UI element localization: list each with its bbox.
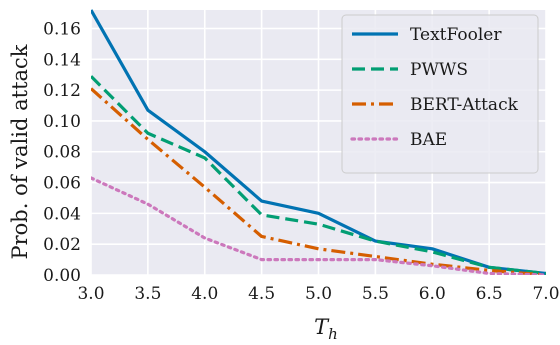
series-layer bbox=[91, 9, 546, 275]
x-axis-label-main: T bbox=[314, 315, 330, 339]
y-tick-label: 0.02 bbox=[43, 235, 81, 255]
legend-label-textfooler: TextFooler bbox=[410, 25, 502, 45]
x-axis-ticks: 3.0 3.5 4.0 4.5 5.0 5.5 6.0 6.5 7.0 bbox=[77, 284, 559, 304]
x-tick-label: 5.5 bbox=[362, 284, 389, 304]
series-line-bert-attack bbox=[91, 87, 546, 275]
legend-box bbox=[341, 14, 539, 174]
legend: TextFooler PWWS BERT-Attack BAE bbox=[341, 14, 539, 174]
series-line-pwws bbox=[91, 75, 546, 275]
legend-label-pwws: PWWS bbox=[410, 60, 468, 80]
y-tick-label: 0.04 bbox=[43, 204, 81, 224]
x-tick-label: 3.0 bbox=[77, 284, 104, 304]
y-tick-label: 0.10 bbox=[43, 112, 81, 132]
y-tick-label: 0.14 bbox=[43, 50, 81, 70]
series-line-bae bbox=[91, 176, 546, 275]
x-tick-label: 6.5 bbox=[476, 284, 503, 304]
series-line-textfooler bbox=[91, 9, 546, 275]
x-tick-label: 4.0 bbox=[191, 284, 218, 304]
legend-label-bae: BAE bbox=[410, 130, 447, 150]
y-tick-label: 0.00 bbox=[43, 266, 81, 286]
x-axis-label-subscript: h bbox=[328, 325, 338, 343]
y-axis-ticks: 0.00 0.02 0.04 0.06 0.08 0.10 0.12 0.14 0.16 bbox=[43, 19, 81, 286]
x-tick-label: 6.0 bbox=[419, 284, 446, 304]
x-tick-label: 7.0 bbox=[532, 284, 559, 304]
x-tick-label: 4.5 bbox=[248, 284, 275, 304]
x-axis-label: Th bbox=[314, 315, 338, 343]
x-tick-label: 5.0 bbox=[305, 284, 332, 304]
y-tick-label: 0.12 bbox=[43, 81, 81, 101]
y-tick-label: 0.16 bbox=[43, 19, 81, 39]
y-tick-label: 0.08 bbox=[43, 143, 81, 163]
y-tick-label: 0.06 bbox=[43, 174, 81, 194]
y-axis-label: Prob. of valid attack bbox=[8, 44, 32, 259]
x-tick-label: 3.5 bbox=[134, 284, 161, 304]
legend-label-bert-attack: BERT-Attack bbox=[410, 95, 519, 115]
